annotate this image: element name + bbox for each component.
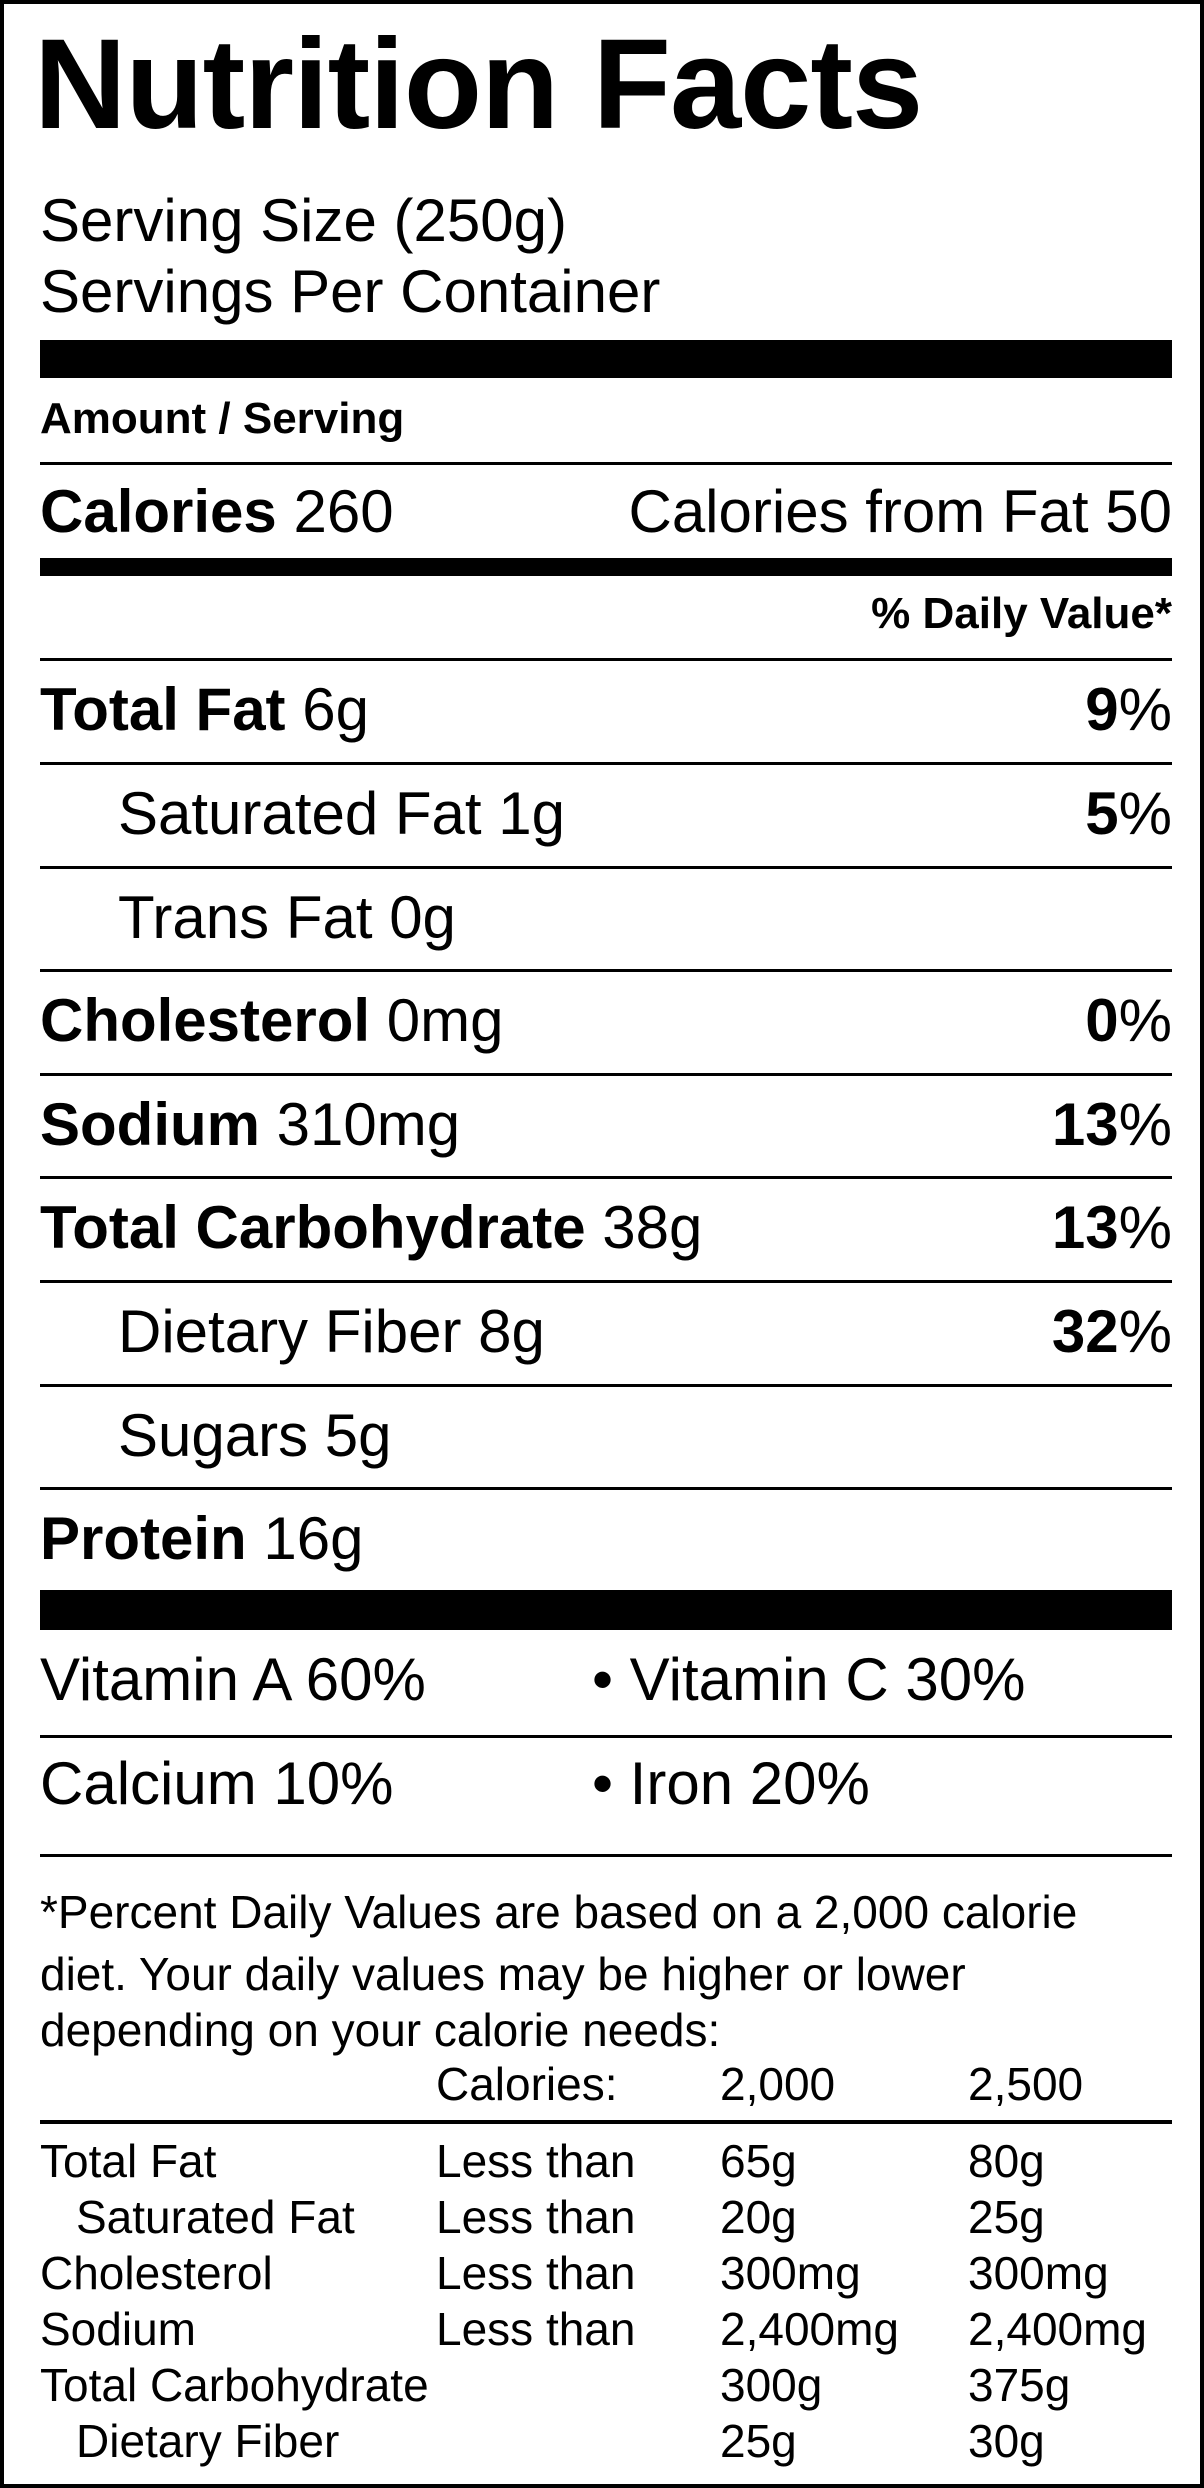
divider — [40, 1280, 1172, 1283]
daily-value-header: % Daily Value* — [871, 589, 1172, 638]
ref-name: Total Fat — [40, 2135, 217, 2187]
nutrient-saturated-fat: Saturated Fat 1g — [118, 776, 565, 852]
nutrient-amount: 0g — [389, 884, 456, 951]
nutrient-amount: 6g — [302, 676, 369, 743]
serving-size: Serving Size (250g) — [40, 187, 567, 254]
ref-v2: 80g — [968, 2135, 1045, 2187]
calories-label: Calories — [40, 478, 277, 545]
servings-per-container: Servings Per Container — [40, 258, 661, 325]
nutrient-dv-cholesterol: 0% — [1085, 987, 1172, 1054]
nutrient-amount: 0mg — [386, 987, 504, 1054]
nutrient-name: Sugars — [118, 1402, 309, 1469]
ref-limit: Less than — [436, 2191, 636, 2243]
nutrient-cholesterol: Cholesterol 0mg — [40, 983, 503, 1059]
ref-v1: 65g — [720, 2135, 797, 2187]
nutrient-amount: 310mg — [276, 1091, 461, 1158]
nutrient-name: Saturated Fat — [118, 780, 482, 847]
nutrient-name: Trans Fat — [118, 884, 373, 951]
divider — [40, 1735, 1172, 1738]
medium-divider — [40, 558, 1172, 576]
divider — [40, 1073, 1172, 1076]
ref-limit: Less than — [436, 2303, 636, 2355]
ref-limit: Less than — [436, 2135, 636, 2187]
calories-value: 260 — [293, 478, 394, 545]
footnote-line: *Percent Daily Values are based on a 2,0… — [40, 1886, 1078, 1938]
iron: • Iron 20% — [592, 1750, 870, 1817]
ref-v2: 30g — [968, 2415, 1045, 2467]
nutrient-name: Protein — [40, 1505, 247, 1572]
ref-v1: 20g — [720, 2191, 797, 2243]
nutrient-amount: 1g — [498, 780, 565, 847]
footnote-line: depending on your calorie needs: — [40, 2004, 721, 2056]
nutrient-dv-total-fat: 9% — [1085, 676, 1172, 743]
ref-name: Total Carbohydrate — [40, 2359, 429, 2411]
amount-per-serving: Amount / Serving — [40, 394, 405, 443]
nutrient-amount: 16g — [263, 1505, 364, 1572]
nutrient-dietary-fiber: Dietary Fiber 8g — [118, 1294, 545, 1370]
vitamin-a: Vitamin A 60% — [40, 1646, 426, 1713]
nutrient-dv-dietary-fiber: 32% — [1051, 1298, 1172, 1365]
ref-v2: 375g — [968, 2359, 1071, 2411]
nutrient-name: Sodium — [40, 1091, 260, 1158]
divider — [40, 1487, 1172, 1490]
nutrient-name: Dietary Fiber — [118, 1298, 462, 1365]
calories-header-label: Calories: — [436, 2058, 618, 2110]
nutrient-amount: 8g — [478, 1298, 545, 1365]
nutrient-amount: 5g — [324, 1402, 392, 1469]
ref-v1: 2,400mg — [720, 2303, 900, 2355]
nutrient-name: Total Carbohydrate — [40, 1194, 586, 1261]
ref-name: Sodium — [40, 2303, 196, 2355]
nutrient-total-fat: Total Fat 6g — [40, 672, 369, 748]
divider — [40, 866, 1172, 869]
divider — [40, 1384, 1172, 1387]
ref-v2: 300mg — [968, 2247, 1109, 2299]
divider — [40, 762, 1172, 765]
nutrient-dv-sodium: 13% — [1051, 1091, 1172, 1158]
nutrient-name: Total Fat — [40, 676, 286, 743]
ref-v2: 25g — [968, 2191, 1045, 2243]
calories-header-2000: 2,000 — [720, 2058, 836, 2110]
nutrient-dv-saturated-fat: 5% — [1085, 780, 1172, 847]
nutrient-dv-total-carbohydrate: 13% — [1051, 1194, 1172, 1261]
calories-from-fat: Calories from Fat 50 — [628, 478, 1172, 545]
ref-v1: 25g — [720, 2415, 797, 2467]
ref-limit: Less than — [436, 2247, 636, 2299]
divider — [40, 1854, 1172, 1857]
divider — [40, 462, 1172, 465]
ref-v2: 2,400mg — [968, 2303, 1148, 2355]
ref-name: Cholesterol — [40, 2247, 273, 2299]
ref-v1: 300g — [720, 2359, 823, 2411]
divider — [40, 1176, 1172, 1179]
footnote-line: diet. Your daily values may be higher or… — [40, 1948, 966, 2000]
vitamin-c: • Vitamin C 30% — [592, 1646, 1026, 1713]
calories-row: Calories 260 — [40, 476, 394, 548]
ref-name: Dietary Fiber — [76, 2415, 340, 2467]
thick-divider-vitamins — [40, 1590, 1172, 1630]
nutrient-protein: Protein 16g — [40, 1501, 363, 1577]
thick-divider-top — [40, 340, 1172, 378]
label-title: Nutrition Facts — [34, 13, 923, 156]
calories-header-2500: 2,500 — [968, 2058, 1084, 2110]
nutrient-sugars: Sugars 5g — [118, 1398, 392, 1474]
ref-v1: 300mg — [720, 2247, 861, 2299]
nutrient-total-carbohydrate: Total Carbohydrate 38g — [40, 1190, 702, 1266]
divider — [40, 658, 1172, 661]
divider — [40, 969, 1172, 972]
nutrient-name: Cholesterol — [40, 987, 371, 1054]
ref-name: Saturated Fat — [76, 2191, 355, 2243]
divider — [40, 2120, 1172, 2124]
nutrient-trans-fat: Trans Fat 0g — [118, 880, 456, 956]
calcium: Calcium 10% — [40, 1750, 394, 1817]
nutrient-sodium: Sodium 310mg — [40, 1087, 460, 1163]
nutrient-amount: 38g — [602, 1194, 703, 1261]
